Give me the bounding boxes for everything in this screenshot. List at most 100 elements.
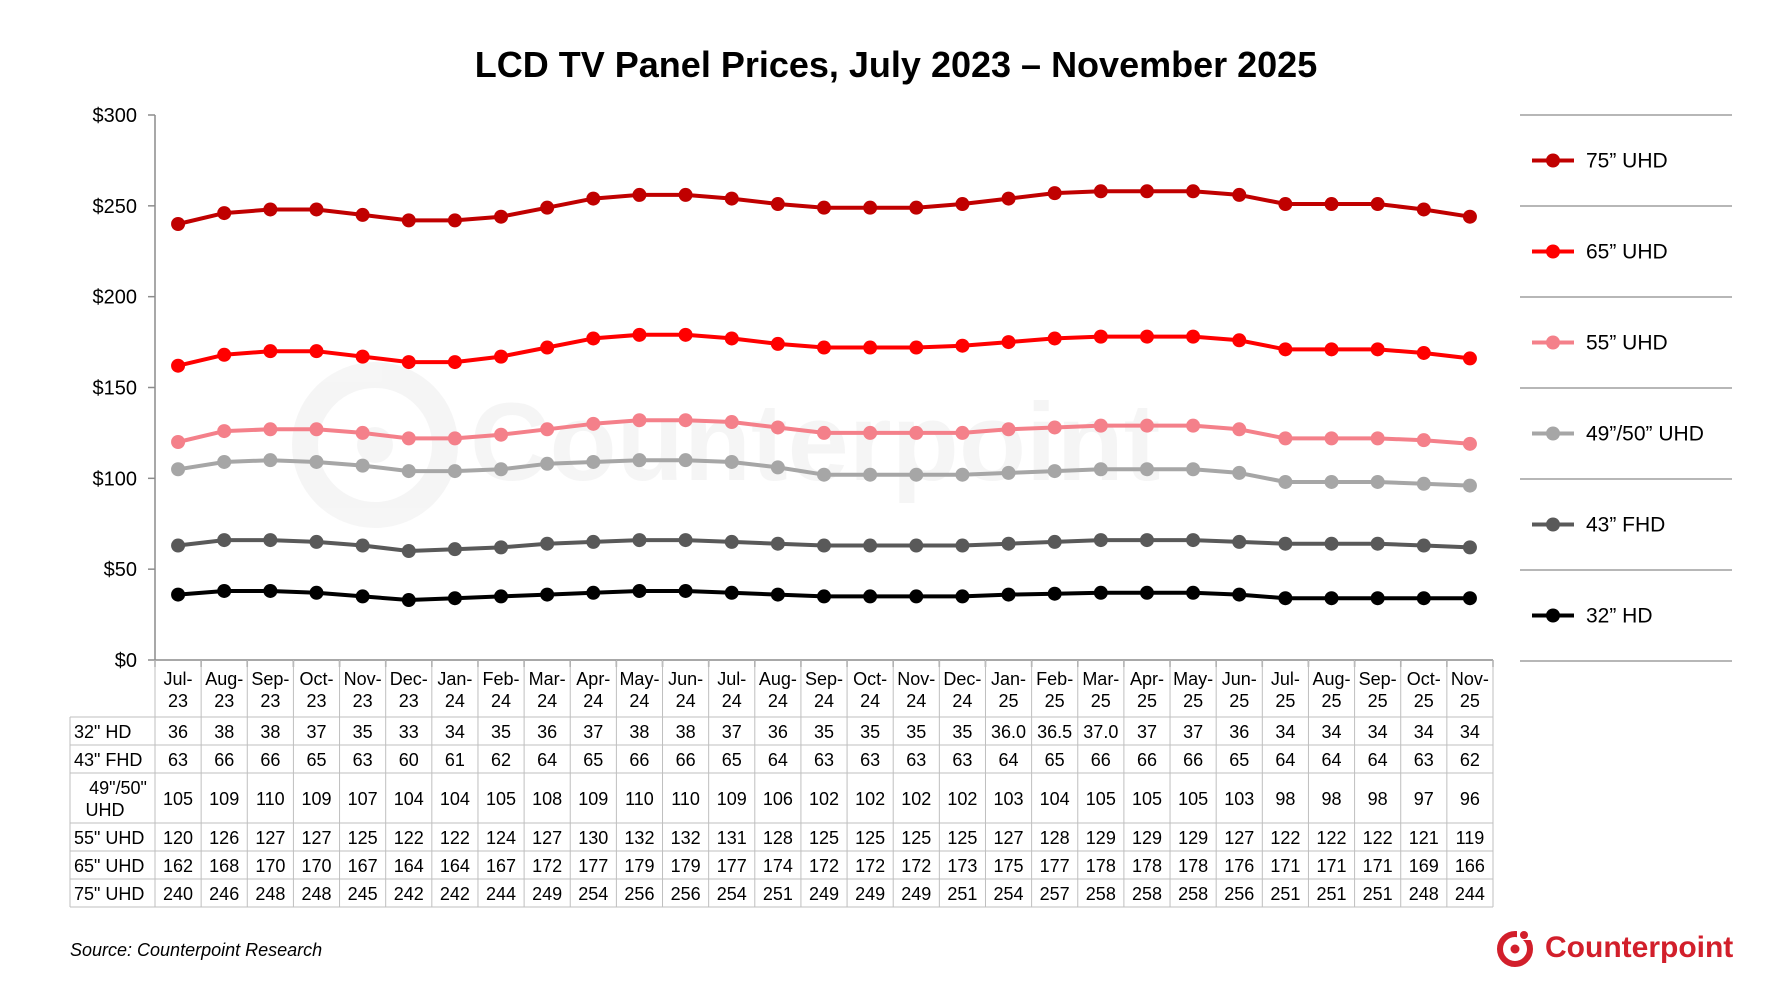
table-cell: 66 (629, 750, 649, 770)
data-point (1186, 418, 1201, 433)
table-cell: 35 (860, 722, 880, 742)
table-cell: 122 (1316, 828, 1346, 848)
table-cell: 251 (947, 884, 977, 904)
table-cell: 122 (1363, 828, 1393, 848)
data-point (724, 191, 739, 206)
table-cell: 64 (999, 750, 1019, 770)
table-cell: 169 (1409, 856, 1439, 876)
table-cell: 96 (1460, 789, 1480, 809)
table-cell: 66 (1091, 750, 1111, 770)
table-cell: 102 (901, 789, 931, 809)
table-cell: 63 (168, 750, 188, 770)
table-cell: 251 (763, 884, 793, 904)
table-cell: 121 (1409, 828, 1439, 848)
table-cell: 124 (486, 828, 516, 848)
data-point (171, 217, 186, 231)
x-tick-label: 25 (1275, 691, 1295, 711)
table-cell: 178 (1178, 856, 1208, 876)
data-point (678, 413, 693, 428)
table-cell: 65 (1229, 750, 1249, 770)
data-point (863, 538, 878, 553)
table-cell: 171 (1270, 856, 1300, 876)
x-tick-label: 24 (952, 691, 972, 711)
data-point (632, 413, 647, 428)
data-point (309, 202, 324, 217)
data-point (171, 358, 186, 373)
legend-label: 65” UHD (1586, 241, 1668, 264)
table-cell: 37 (722, 722, 742, 742)
data-point (1001, 422, 1016, 437)
table-cell: 167 (348, 856, 378, 876)
table-cell: 127 (994, 828, 1024, 848)
table-row-label: 32" HD (74, 722, 131, 742)
data-point (217, 533, 232, 548)
counterpoint-logo-icon (1497, 928, 1533, 967)
x-tick-label: 24 (445, 691, 465, 711)
table-cell: 125 (809, 828, 839, 848)
table-cell: 108 (532, 789, 562, 809)
x-tick-label: Dec- (943, 669, 981, 689)
data-point (355, 458, 370, 473)
table-cell: 98 (1275, 789, 1295, 809)
data-point (1047, 331, 1062, 346)
x-tick-label: 23 (168, 691, 188, 711)
data-point (1093, 462, 1108, 477)
data-point (1139, 184, 1154, 199)
table-cell: 110 (625, 789, 654, 809)
data-point (263, 583, 278, 598)
table-cell: 248 (1409, 884, 1439, 904)
table-cell: 36.5 (1037, 722, 1072, 742)
table-cell: 103 (1224, 789, 1254, 809)
table-cell: 125 (947, 828, 977, 848)
data-point (770, 587, 785, 602)
x-tick-label: Aug- (205, 669, 243, 689)
table-cell: 33 (399, 722, 419, 742)
data-point (586, 585, 601, 600)
table-cell: 109 (717, 789, 747, 809)
data-point (540, 536, 555, 551)
data-point (1139, 462, 1154, 477)
brand-logo: Counterpoint (1495, 928, 1733, 968)
table-cell: 179 (671, 856, 701, 876)
table-cell: 66 (1137, 750, 1157, 770)
table-cell: 249 (532, 884, 562, 904)
data-point (1416, 433, 1431, 448)
table-cell: 172 (855, 856, 885, 876)
x-tick-label: Jul- (164, 669, 193, 689)
x-tick-label: 24 (768, 691, 788, 711)
data-point (817, 467, 831, 482)
x-tick-label: Jun- (1222, 669, 1257, 689)
table-cell: 172 (532, 856, 562, 876)
table-cell: 130 (578, 828, 608, 848)
table-cell: 125 (901, 828, 931, 848)
x-tick-label: Dec- (390, 669, 428, 689)
table-cell: 129 (1132, 828, 1162, 848)
data-point (1462, 436, 1477, 451)
table-cell: 34 (1322, 722, 1342, 742)
x-tick-label: Sep- (251, 669, 289, 689)
legend-label: 49”/50” UHD (1586, 423, 1704, 446)
x-tick-label: 25 (1460, 691, 1480, 711)
y-tick-label: $50 (104, 559, 137, 581)
table-cell: 105 (163, 789, 193, 809)
table-cell: 171 (1363, 856, 1393, 876)
table-cell: 110 (671, 789, 700, 809)
x-tick-label: 25 (1368, 691, 1388, 711)
data-point (863, 340, 878, 355)
data-point (1462, 540, 1477, 555)
table-cell: 164 (394, 856, 424, 876)
table-row-label: 43" FHD (74, 750, 142, 770)
y-tick-label: $250 (93, 196, 138, 218)
data-point (1047, 586, 1062, 601)
data-point (263, 344, 278, 359)
data-point (724, 331, 739, 346)
table-row-label: 55" UHD (74, 828, 144, 848)
table-cell: 36 (168, 722, 188, 742)
table-cell: 168 (209, 856, 239, 876)
table-cell: 36 (537, 722, 557, 742)
data-point (955, 338, 970, 353)
data-point (1462, 478, 1477, 493)
data-point (263, 422, 278, 437)
table-cell: 66 (1183, 750, 1203, 770)
x-tick-label: Sep- (1359, 669, 1397, 689)
